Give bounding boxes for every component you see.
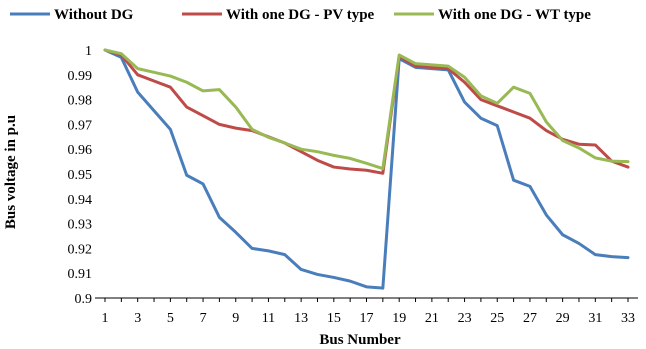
x-tick-label: 3	[134, 311, 141, 326]
x-tick-label: 31	[588, 311, 602, 326]
legend-label: With one DG - WT type	[438, 7, 591, 23]
y-axis-ticks: 0.9 0.91 0.92 0.93 0.94 0.95 0.96 0.97 0.98 0.99 1	[68, 44, 93, 307]
x-tick-label: 7	[200, 311, 207, 326]
series-group	[103, 48, 630, 290]
y-tick-label: 0.9	[75, 292, 93, 307]
x-tick-label: 15	[327, 311, 341, 326]
y-tick-label: 1	[85, 44, 92, 59]
y-tick-label: 0.91	[68, 267, 93, 282]
y-axis-title: Bus voltage in p.u	[3, 115, 19, 229]
legend: Without DG With one DG - PV type With one …	[10, 7, 591, 23]
x-tick-label: 19	[392, 311, 406, 326]
x-tick-label: 17	[360, 311, 374, 326]
x-tick-label: 9	[232, 311, 239, 326]
x-tick-label: 1	[102, 311, 109, 326]
x-tick-label: 13	[294, 311, 308, 326]
series-line-1	[103, 48, 630, 290]
x-tick-label: 25	[490, 311, 504, 326]
legend-label: Without DG	[54, 7, 134, 23]
y-tick-label: 0.94	[68, 193, 93, 208]
x-tick-label: 33	[621, 311, 635, 326]
x-axis-ticks: 1 3 5 7 9 11 13 15 17 19 21 23 25 27 29 31 33	[102, 298, 635, 326]
y-tick-label: 0.92	[68, 242, 93, 257]
series-line-2	[103, 48, 630, 175]
x-tick-label: 21	[425, 311, 439, 326]
legend-label: With one DG - PV type	[226, 7, 375, 23]
y-tick-label: 0.98	[68, 94, 93, 109]
x-tick-label: 11	[262, 311, 275, 326]
y-tick-label: 0.96	[68, 143, 93, 158]
x-tick-label: 5	[167, 311, 174, 326]
y-tick-label: 0.97	[68, 118, 93, 133]
y-tick-label: 0.95	[68, 168, 93, 183]
x-tick-label: 29	[556, 311, 570, 326]
y-tick-label: 0.93	[68, 218, 93, 233]
y-tick-label: 0.99	[68, 69, 93, 84]
x-tick-label: 23	[458, 311, 472, 326]
x-axis-title: Bus Number	[319, 332, 401, 348]
x-tick-label: 27	[523, 311, 537, 326]
series-line-3	[103, 48, 630, 171]
